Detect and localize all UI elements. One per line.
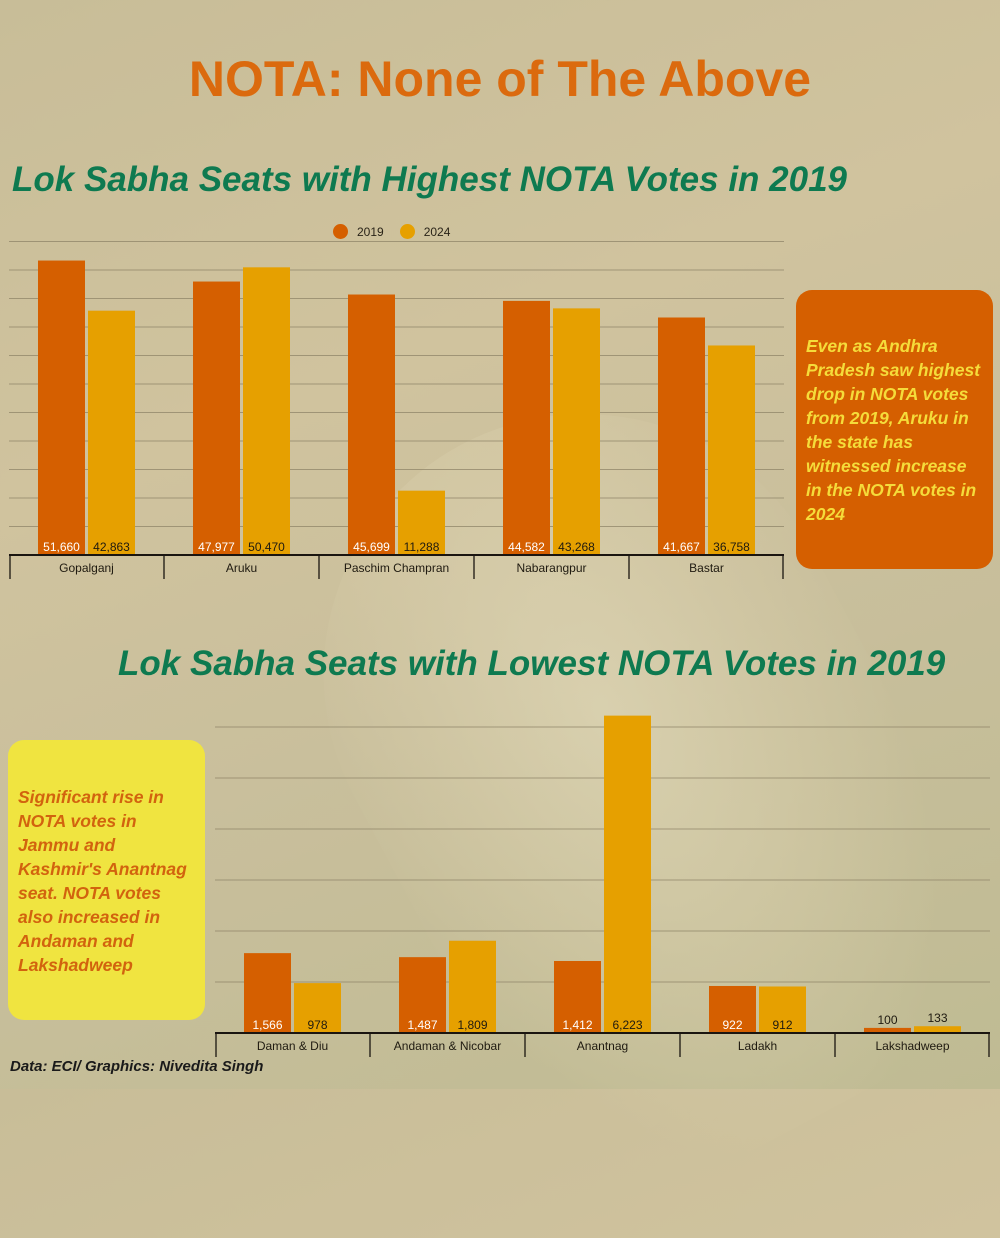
category-label-aruku: Aruku: [226, 561, 257, 575]
value-label-ladakh-2024: 912: [772, 1018, 792, 1032]
value-label-aruku-2024: 50,470: [248, 540, 285, 554]
value-label-daman-diu-2019: 1,566: [252, 1018, 282, 1032]
category-label-daman-diu: Daman & Diu: [257, 1039, 328, 1053]
legend-label-2019: 2019: [357, 224, 384, 239]
bar-gopalganj-2019[interactable]: [38, 260, 85, 555]
value-label-aruku-2019: 47,977: [198, 540, 235, 554]
bar-nabarangpur-2019[interactable]: [503, 300, 550, 555]
bar-aruku-2019[interactable]: [193, 281, 240, 555]
legend-label-2024: 2024: [423, 224, 451, 239]
value-label-ladakh-2019: 922: [722, 1018, 742, 1032]
callout-lowest: Significant rise in NOTA votes in Jammu …: [8, 740, 205, 1020]
bar-paschim-champran-2024[interactable]: [398, 490, 445, 555]
bar-lakshadweep-2019[interactable]: [864, 1027, 911, 1033]
value-label-gopalganj-2024: 42,863: [93, 540, 130, 554]
chart-title-highest: Lok Sabha Seats with Highest NOTA Votes …: [12, 160, 848, 199]
value-label-gopalganj-2019: 51,660: [43, 540, 80, 554]
value-label-lakshadweep-2024: 133: [927, 1011, 947, 1025]
bar-ladakh-2019[interactable]: [709, 985, 756, 1033]
value-label-bastar-2019: 41,667: [663, 540, 700, 554]
bar-daman-diu-2024[interactable]: [294, 983, 341, 1033]
chart-highest-nota: 51,660 42,863 Gopalganj 47,977 50,470 Aruku 45…: [9, 241, 784, 579]
bar-ladakh-2024[interactable]: [759, 986, 806, 1033]
bar-lakshadweep-2024[interactable]: [914, 1026, 961, 1033]
value-label-lakshadweep-2019: 100: [877, 1013, 897, 1027]
footer-credit: Data: ECI/ Graphics: Nivedita Singh: [10, 1058, 264, 1075]
value-label-anantnag-2024: 6,223: [612, 1018, 642, 1032]
category-label-nabarangpur: Nabarangpur: [516, 561, 586, 575]
legend-dot-2019-icon: [333, 224, 348, 239]
legend-item-2019[interactable]: 2019: [333, 224, 384, 239]
legend-item-2024[interactable]: 2024: [399, 224, 451, 239]
category-label-ladakh: Ladakh: [738, 1039, 777, 1053]
value-label-nabarangpur-2024: 43,268: [558, 540, 595, 554]
bar-anantnag-2019[interactable]: [554, 960, 601, 1033]
value-label-anantnag-2019: 1,412: [562, 1018, 592, 1032]
bar-bastar-2024[interactable]: [708, 345, 755, 555]
value-label-nabarangpur-2019: 44,582: [508, 540, 545, 554]
legend-dot-2024-icon: [399, 224, 415, 239]
bar-andaman-nicobar-2019[interactable]: [399, 957, 446, 1033]
category-label-andaman-nicobar: Andaman & Nicobar: [394, 1039, 501, 1053]
category-label-paschim-champran: Paschim Champran: [344, 561, 449, 575]
value-label-paschim-champran-2024: 11,288: [404, 540, 440, 554]
chart-title-lowest: Lok Sabha Seats with Lowest NOTA Votes i…: [118, 644, 946, 683]
value-label-bastar-2024: 36,758: [713, 540, 750, 554]
bar-gopalganj-2024[interactable]: [88, 310, 135, 555]
callout-highest: Even as Andhra Pradesh saw highest drop …: [796, 290, 993, 569]
main-title: NOTA: None of The Above: [188, 51, 812, 107]
category-label-lakshadweep: Lakshadweep: [875, 1039, 949, 1053]
value-label-andaman-nicobar-2024: 1,809: [457, 1018, 487, 1032]
value-label-daman-diu-2024: 978: [307, 1018, 327, 1032]
chart-lowest-nota: 1,566 978 Daman & Diu 1,487 1,809 Andaman & N…: [215, 715, 990, 1057]
bar-anantnag-2024[interactable]: [604, 715, 651, 1033]
bar-daman-diu-2019[interactable]: [244, 953, 291, 1033]
bar-nabarangpur-2024[interactable]: [553, 308, 600, 555]
legend: 2019 2024: [333, 224, 458, 239]
value-label-paschim-champran-2019: 45,699: [353, 540, 390, 554]
bar-bastar-2019[interactable]: [658, 317, 705, 555]
category-label-gopalganj: Gopalganj: [59, 561, 114, 575]
category-label-anantnag: Anantnag: [577, 1039, 628, 1053]
bar-andaman-nicobar-2024[interactable]: [449, 940, 496, 1033]
value-label-andaman-nicobar-2019: 1,487: [407, 1018, 437, 1032]
category-label-bastar: Bastar: [689, 561, 724, 575]
bar-paschim-champran-2019[interactable]: [348, 294, 395, 555]
bar-aruku-2024[interactable]: [243, 267, 290, 555]
